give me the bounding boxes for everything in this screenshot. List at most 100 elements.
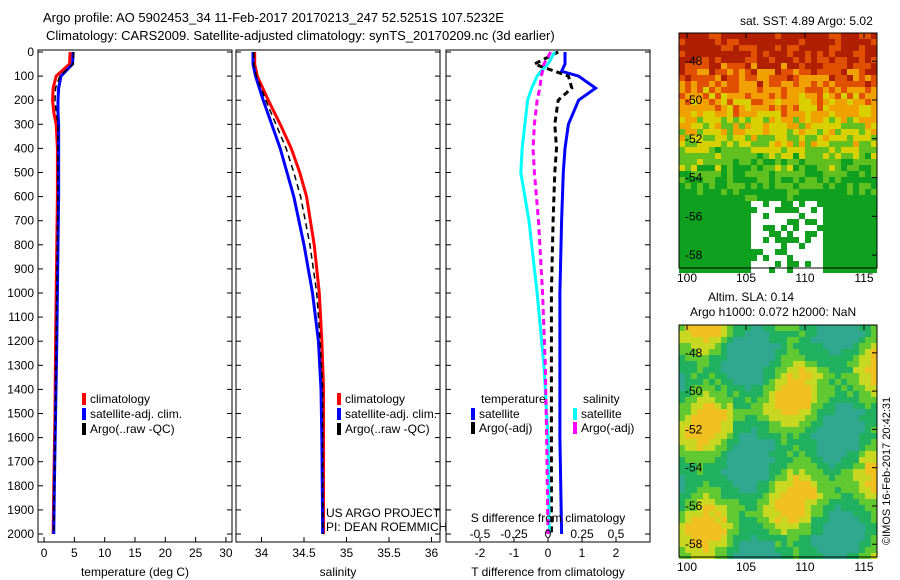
map-cell	[799, 451, 805, 457]
map-frame	[678, 324, 878, 558]
map-cell	[679, 487, 685, 493]
map-cell	[721, 105, 727, 111]
y-tick-label: 1800	[7, 479, 34, 493]
map-cell	[721, 51, 727, 57]
map-cell	[691, 255, 697, 261]
map-cell	[817, 349, 823, 355]
map-cell	[871, 129, 877, 135]
map-cell	[781, 397, 787, 403]
series-satellite-adj-clim-	[251, 52, 325, 535]
map-cell	[769, 237, 775, 243]
map-cell	[787, 237, 793, 243]
map-cell	[679, 213, 685, 219]
map-cell	[799, 93, 805, 99]
map-cell	[835, 469, 841, 475]
map-cell	[679, 105, 685, 111]
map-cell	[745, 451, 751, 457]
map-cell	[793, 403, 799, 409]
map-cell	[817, 123, 823, 129]
map-cell	[769, 153, 775, 159]
map-cell	[853, 159, 859, 165]
map-cell	[781, 201, 787, 207]
map-cell	[847, 147, 853, 153]
map-cell	[793, 451, 799, 457]
map-cell	[685, 457, 691, 463]
map-cell	[679, 529, 685, 535]
map-cell	[811, 63, 817, 69]
map-cell	[835, 493, 841, 499]
map-cell	[745, 361, 751, 367]
legend-swatch	[82, 393, 86, 405]
map-cell	[841, 487, 847, 493]
map-cell	[733, 177, 739, 183]
map-cell	[751, 541, 757, 547]
map-cell	[871, 553, 877, 559]
map-cell	[715, 153, 721, 159]
map-cell	[727, 421, 733, 427]
map-cell	[745, 243, 751, 249]
map-cell	[745, 267, 751, 273]
map-cell	[847, 237, 853, 243]
map-cell	[823, 427, 829, 433]
map-cell	[697, 255, 703, 261]
map-cell	[787, 111, 793, 117]
map-cell	[823, 439, 829, 445]
map-cell	[727, 141, 733, 147]
map-cell	[763, 325, 769, 331]
map-cell	[769, 243, 775, 249]
map-cell	[709, 207, 715, 213]
map-cell	[679, 183, 685, 189]
map-cell	[763, 373, 769, 379]
map-cell	[769, 421, 775, 427]
map-cell	[823, 231, 829, 237]
map-cell	[865, 541, 871, 547]
map-cell	[835, 183, 841, 189]
map-cell	[829, 249, 835, 255]
map-cell	[757, 505, 763, 511]
map-cell	[865, 195, 871, 201]
map-cell	[679, 189, 685, 195]
map-cell	[865, 213, 871, 219]
map-cell	[685, 87, 691, 93]
y-tick-label: 1400	[7, 382, 34, 396]
map-cell	[859, 177, 865, 183]
map-cell	[793, 255, 799, 261]
map-cell	[829, 511, 835, 517]
map-cell	[787, 207, 793, 213]
map-cell	[697, 547, 703, 553]
map-cell	[811, 511, 817, 517]
map-cell	[775, 261, 781, 267]
map-cell	[787, 225, 793, 231]
map-cell	[679, 135, 685, 141]
map-cell	[751, 231, 757, 237]
map-cell	[709, 129, 715, 135]
map-cell	[691, 183, 697, 189]
map-cell	[715, 343, 721, 349]
map-cell	[775, 349, 781, 355]
map-cell	[727, 373, 733, 379]
map-cell	[829, 123, 835, 129]
map-cell	[757, 403, 763, 409]
lon-tick-label: 110	[795, 271, 814, 285]
map-cell	[835, 499, 841, 505]
map-cell	[715, 481, 721, 487]
map-cell	[715, 159, 721, 165]
map-cell	[805, 75, 811, 81]
map-cell	[757, 325, 763, 331]
map-cell	[739, 45, 745, 51]
map-cell	[781, 457, 787, 463]
map-cell	[763, 57, 769, 63]
map-cell	[793, 261, 799, 267]
map-cell	[751, 123, 757, 129]
map-cell	[847, 445, 853, 451]
map-cell	[685, 93, 691, 99]
map-cell	[787, 547, 793, 553]
map-cell	[751, 355, 757, 361]
map-cell	[841, 213, 847, 219]
map-cell	[799, 171, 805, 177]
map-cell	[685, 367, 691, 373]
map-cell	[733, 541, 739, 547]
map-cell	[835, 403, 841, 409]
map-cell	[799, 69, 805, 75]
map-cell	[715, 81, 721, 87]
